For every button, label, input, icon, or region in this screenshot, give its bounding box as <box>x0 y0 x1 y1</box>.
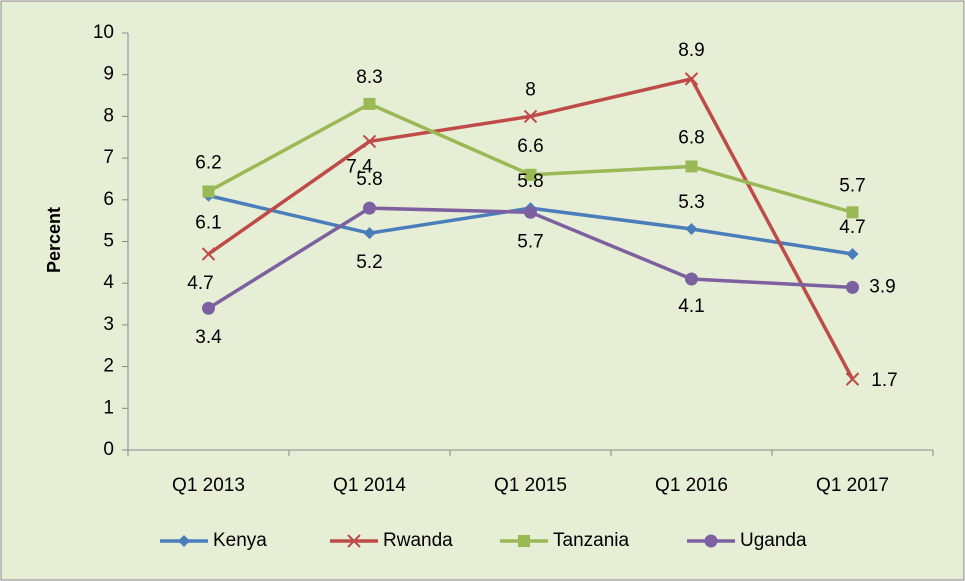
marker <box>846 248 859 261</box>
data-label: 8 <box>525 79 536 100</box>
data-label: 6.1 <box>195 213 221 234</box>
data-label: 6.6 <box>517 136 543 157</box>
marker <box>684 72 699 86</box>
marker <box>202 301 215 315</box>
data-label: 5.7 <box>839 175 865 196</box>
data-label: 5.3 <box>678 192 704 213</box>
marker <box>347 534 361 548</box>
marker <box>685 222 698 235</box>
data-label: 7.4 <box>346 156 373 177</box>
marker <box>362 134 377 149</box>
data-label: 8.3 <box>356 67 382 88</box>
y-tick-label: 7 <box>103 147 114 168</box>
marker <box>704 534 718 548</box>
data-label: 5.7 <box>517 231 543 252</box>
legend-label: Kenya <box>213 530 267 551</box>
y-tick-label: 5 <box>103 231 114 252</box>
y-axis-label: Percent <box>44 207 64 273</box>
marker <box>524 168 537 181</box>
data-label: 8.9 <box>678 40 704 61</box>
y-tick-label: 10 <box>93 22 114 43</box>
x-tick-label: Q1 2013 <box>172 475 245 496</box>
data-label: 4.1 <box>678 296 704 317</box>
marker <box>846 280 859 294</box>
x-tick-label: Q1 2014 <box>333 475 406 496</box>
y-tick-label: 6 <box>103 189 114 210</box>
y-tick-label: 1 <box>103 397 114 418</box>
marker <box>202 185 215 198</box>
y-tick-label: 0 <box>103 439 114 460</box>
x-tick-label: Q1 2016 <box>655 475 728 496</box>
data-label: 3.9 <box>869 276 895 297</box>
marker <box>201 247 216 261</box>
x-tick-label: Q1 2015 <box>494 475 567 496</box>
marker <box>363 201 376 215</box>
legend-label: Tanzania <box>553 530 629 551</box>
y-tick-label: 3 <box>103 314 114 335</box>
marker <box>524 205 537 219</box>
marker <box>178 535 190 547</box>
marker <box>518 535 530 547</box>
y-tick-label: 2 <box>103 356 114 377</box>
marker <box>363 227 376 240</box>
marker <box>363 97 376 110</box>
y-tick-label: 4 <box>103 272 114 293</box>
legend-label: Rwanda <box>383 530 453 551</box>
marker <box>685 160 698 173</box>
data-label: 5.8 <box>517 171 543 192</box>
data-label: 6.8 <box>678 127 704 148</box>
data-label: 5.8 <box>356 169 382 190</box>
marker <box>523 109 538 124</box>
data-label: 4.7 <box>839 217 865 238</box>
data-label: 4.7 <box>187 273 213 294</box>
data-label: 1.7 <box>871 370 897 391</box>
legend-label: Uganda <box>740 530 807 551</box>
data-label: 6.2 <box>195 152 221 173</box>
marker <box>685 272 698 286</box>
y-tick-label: 9 <box>103 64 114 85</box>
marker <box>846 206 859 219</box>
marker <box>845 372 860 386</box>
data-label: 3.4 <box>195 327 222 348</box>
data-label: 5.2 <box>356 252 382 273</box>
x-tick-label: Q1 2017 <box>816 475 889 496</box>
y-tick-label: 8 <box>103 105 114 126</box>
